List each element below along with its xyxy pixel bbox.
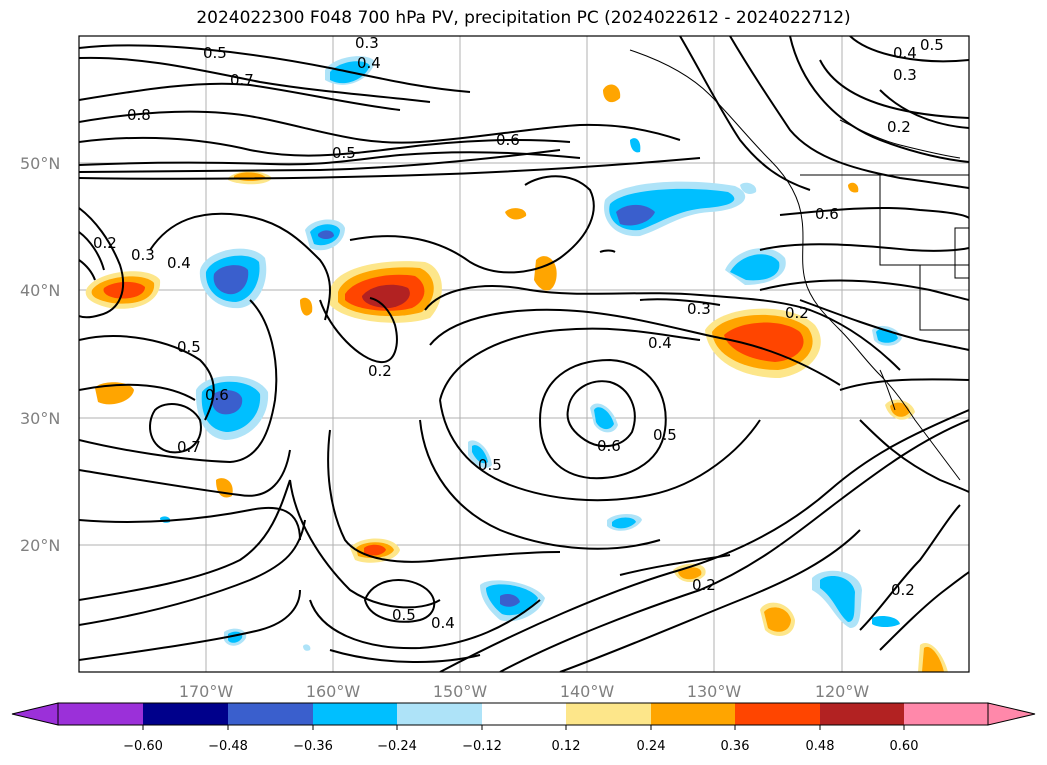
- colorbar-tick-label: −0.48: [208, 739, 248, 754]
- colorbar-tick-label: 0.24: [637, 739, 666, 754]
- lat-label-20n: 20°N: [20, 536, 60, 555]
- contour-label: 0.2: [891, 581, 915, 599]
- lon-label-140w: 140°W: [560, 682, 615, 701]
- contour-label: 0.3: [355, 34, 379, 52]
- contour-label: 0.7: [177, 438, 201, 456]
- contour-label: 0.6: [815, 205, 839, 223]
- contour-label: 0.4: [893, 44, 917, 62]
- lat-label-30n: 30°N: [20, 409, 60, 428]
- pv-contours: [79, 36, 969, 672]
- contour-label: 0.2: [368, 362, 392, 380]
- contour-label: 0.5: [478, 456, 502, 474]
- colorbar-tick-label: −0.24: [377, 739, 417, 754]
- contour-label: 0.4: [357, 54, 381, 72]
- contour-label: 0.3: [131, 246, 155, 264]
- contour-label: 0.4: [167, 254, 191, 272]
- contour-label: 0.2: [887, 118, 911, 136]
- lon-label-160w: 160°W: [306, 682, 361, 701]
- contour-labels: 0.5 0.4 0.3 0.7 0.8 0.5 0.6 0.4 0.3 0.2 …: [93, 34, 944, 632]
- colorbar-tick-label: 0.12: [552, 739, 581, 754]
- contour-label: 0.5: [203, 44, 227, 62]
- lon-label-170w: 170°W: [179, 682, 234, 701]
- map-content: [79, 36, 969, 672]
- contour-label: 0.8: [127, 106, 151, 124]
- contour-label: 0.5: [392, 606, 416, 624]
- contour-label: 0.5: [653, 426, 677, 444]
- lon-label-150w: 150°W: [433, 682, 488, 701]
- colorbar: −0.60 −0.48 −0.36 −0.24 −0.12 0.12 0.24 …: [11, 702, 1036, 754]
- map-title: 2024022300 F048 700 hPa PV, precipitatio…: [196, 8, 851, 28]
- contour-label: 0.2: [785, 304, 809, 322]
- colorbar-tick-label: 0.48: [806, 739, 835, 754]
- colorbar-tick-label: −0.60: [123, 739, 163, 754]
- lat-label-40n: 40°N: [20, 281, 60, 300]
- contour-label: 0.3: [893, 66, 917, 84]
- contour-label: 0.5: [177, 338, 201, 356]
- gridlines: [79, 36, 969, 672]
- map-frame: [78, 35, 970, 673]
- lon-labels: 170°W 160°W 150°W 140°W 130°W 120°W: [179, 682, 870, 701]
- contour-label: 0.6: [496, 131, 520, 149]
- lon-label-130w: 130°W: [687, 682, 742, 701]
- contour-label: 0.5: [920, 36, 944, 54]
- contour-label: 0.5: [332, 144, 356, 162]
- colorbar-tick-label: 0.36: [721, 739, 750, 754]
- colorbar-tick-label: −0.12: [462, 739, 502, 754]
- contour-label: 0.2: [692, 576, 716, 594]
- contour-label: 0.6: [205, 386, 229, 404]
- coastlines: [629, 49, 969, 481]
- lat-label-50n: 50°N: [20, 154, 60, 173]
- contour-label: 0.6: [597, 437, 621, 455]
- contour-label: 0.3: [687, 300, 711, 318]
- colorbar-tick-label: 0.60: [890, 739, 919, 754]
- lat-labels: 50°N 40°N 30°N 20°N: [20, 154, 60, 555]
- colorbar-tick-label: −0.36: [293, 739, 333, 754]
- contour-label: 0.4: [648, 334, 672, 352]
- contour-label: 0.4: [431, 614, 455, 632]
- lon-label-120w: 120°W: [815, 682, 870, 701]
- contour-label: 0.2: [93, 234, 117, 252]
- contour-label: 0.7: [230, 71, 254, 89]
